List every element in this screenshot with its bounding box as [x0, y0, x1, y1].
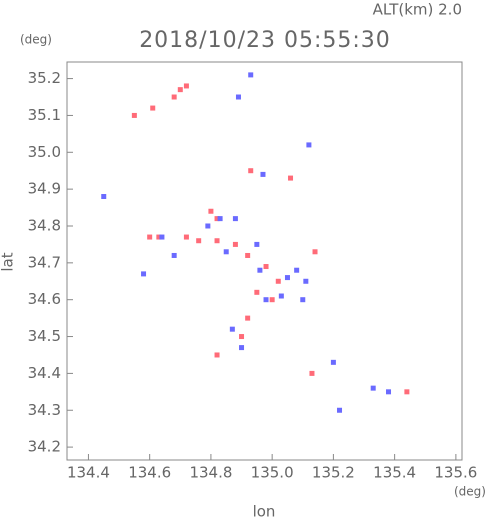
echo-point: [214, 238, 220, 244]
x-axis-label: lon: [253, 503, 276, 521]
echo-point: [263, 264, 269, 270]
y-tick-label: 34.8: [28, 216, 61, 234]
echo-point: [288, 175, 294, 181]
plot-frame: [66, 61, 463, 461]
y-tick-label: 35.2: [28, 69, 61, 87]
y-tick-label: 34.4: [28, 364, 61, 382]
echo-point: [131, 112, 137, 118]
x-tick-label: 135.6: [434, 464, 477, 482]
echo-point: [370, 385, 376, 391]
x-tick-label: 135.4: [373, 464, 416, 482]
echo-point: [141, 271, 147, 277]
y-tick-label: 35.1: [28, 106, 61, 124]
echo-point: [150, 105, 156, 111]
echo-point: [263, 297, 269, 303]
x-tick-label: 134.4: [67, 464, 110, 482]
x-tick-label: 135.2: [312, 464, 355, 482]
echo-point: [257, 267, 263, 273]
echo-point: [245, 252, 251, 258]
echo-point: [254, 241, 260, 247]
echo-point: [217, 216, 223, 222]
echo-point: [269, 297, 275, 303]
y-axis-label: lat: [0, 252, 17, 271]
echo-point: [229, 326, 235, 332]
echo-point: [223, 249, 229, 255]
y-tick-label: 34.2: [28, 438, 61, 456]
y-tick-label: 34.6: [28, 290, 61, 308]
y-tick-label: 34.7: [28, 253, 61, 271]
echo-point: [196, 238, 202, 244]
echo-point: [147, 234, 153, 240]
echo-point: [309, 370, 315, 376]
echo-point: [232, 241, 238, 247]
y-unit: (deg): [20, 33, 52, 47]
y-tick-label: 34.3: [28, 401, 61, 419]
y-tick-label: 34.9: [28, 180, 61, 198]
echo-point: [248, 72, 254, 78]
echo-point: [101, 194, 107, 200]
echo-point: [275, 278, 281, 284]
echo-point: [303, 278, 309, 284]
x-unit: (deg): [454, 485, 486, 499]
echo-point: [183, 83, 189, 89]
echo-point: [205, 223, 211, 229]
echo-point: [177, 87, 183, 93]
y-tick-label: 35.0: [28, 143, 61, 161]
x-tick-label: 134.8: [189, 464, 232, 482]
echo-point: [245, 315, 251, 321]
echo-point: [284, 275, 290, 281]
chart-title: 2018/10/23 05:55:30: [139, 28, 391, 53]
echo-point: [300, 297, 306, 303]
chart-subtitle: ALT(km) 2.0: [373, 1, 462, 19]
echo-point: [278, 293, 284, 299]
echo-point: [235, 94, 241, 100]
echo-point: [294, 267, 300, 273]
echo-point: [208, 208, 214, 214]
echo-point: [337, 407, 343, 413]
echo-point: [171, 252, 177, 258]
echo-point: [214, 216, 220, 222]
echo-point: [260, 171, 266, 177]
echo-point: [159, 234, 165, 240]
echo-point: [156, 234, 162, 240]
echo-point: [183, 234, 189, 240]
echo-point: [171, 94, 177, 100]
echo-point: [232, 216, 238, 222]
echo-point: [306, 142, 312, 148]
echo-point: [239, 345, 245, 351]
echo-point: [214, 352, 220, 358]
y-tick-label: 34.5: [28, 327, 61, 345]
x-tick-label: 134.6: [128, 464, 171, 482]
echo-point: [248, 168, 254, 174]
echo-point: [239, 334, 245, 340]
echo-point: [386, 389, 392, 395]
echo-point: [330, 359, 336, 365]
echo-point: [312, 249, 318, 255]
echo-point: [254, 289, 260, 295]
echo-point: [404, 389, 410, 395]
x-tick-label: 135.0: [251, 464, 294, 482]
